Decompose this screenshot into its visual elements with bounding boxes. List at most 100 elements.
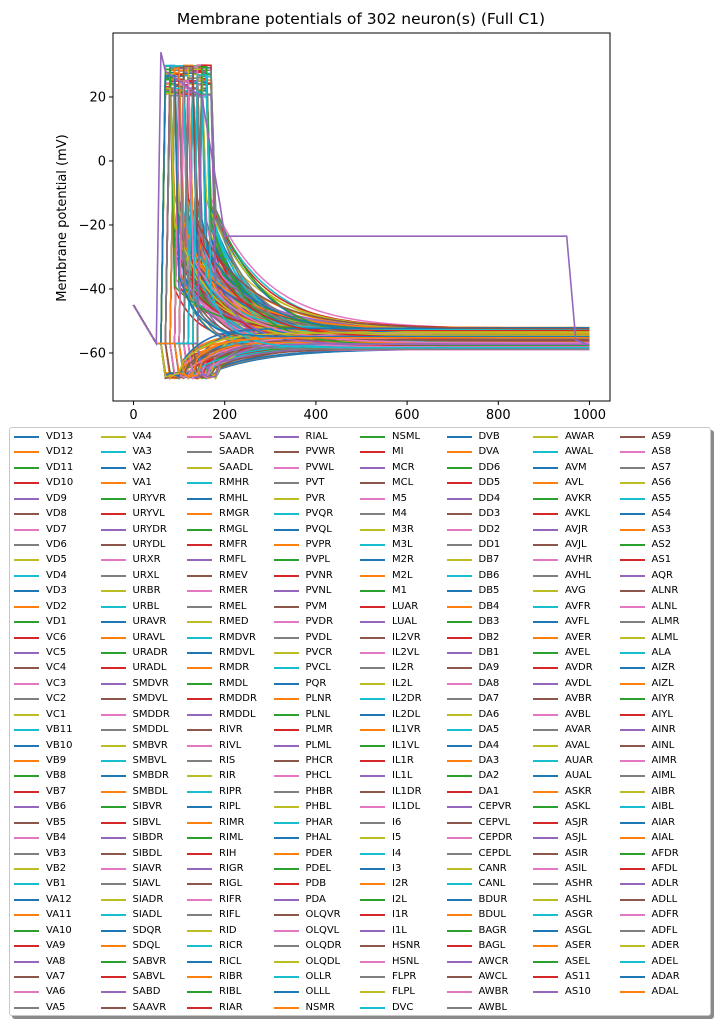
legend-label: ASHR [565, 878, 593, 890]
legend-swatch [533, 621, 558, 624]
legend-swatch [619, 497, 645, 500]
legend-swatch [14, 976, 39, 979]
legend-label: PHCR [305, 755, 333, 767]
legend-label: IL2L [392, 677, 413, 689]
legend-swatch [187, 451, 212, 454]
legend-swatch [533, 528, 558, 531]
legend-label: HSNR [392, 940, 421, 952]
legend-label: RICR [219, 940, 243, 952]
legend-label: OLQVL [305, 924, 340, 936]
legend-swatch [14, 852, 39, 855]
legend-swatch [533, 991, 558, 994]
legend-swatch [360, 760, 385, 763]
legend-label: URBL [132, 600, 160, 612]
legend-swatch [446, 837, 472, 840]
legend-label: PDER [305, 847, 333, 859]
y-axis: −60 −40 −20 0 20 [79, 91, 113, 362]
legend-swatch [100, 652, 126, 655]
legend-swatch [187, 914, 212, 917]
legend-swatch [533, 914, 558, 917]
legend-label: VB3 [46, 847, 67, 859]
legend-swatch [619, 621, 645, 624]
legend-swatch [619, 868, 645, 871]
legend-swatch [619, 544, 645, 546]
legend-label: AVBR [565, 693, 592, 705]
legend-label: IL2R [392, 662, 414, 674]
legend-label: AWAR [565, 431, 595, 442]
legend-label: ASHL [565, 893, 592, 905]
legend-swatch [273, 914, 299, 917]
legend-swatch [446, 898, 472, 901]
legend-label: PVM [305, 600, 328, 612]
legend-label: SMBDR [132, 770, 169, 782]
legend-label: AUAR [565, 755, 593, 767]
legend-label: AVHR [565, 554, 593, 566]
legend-swatch [273, 574, 299, 577]
legend-swatch [619, 976, 645, 979]
legend-label: AWCR [478, 955, 509, 967]
legend-label: VC2 [46, 693, 67, 705]
legend-swatch [14, 544, 39, 546]
trace-ainl [132, 304, 590, 377]
legend-label: M2R [392, 554, 414, 566]
legend-label: VB1 [46, 878, 67, 890]
legend-label: AIYL [651, 708, 673, 720]
legend-label: M4 [392, 508, 407, 520]
legend-swatch [14, 436, 39, 438]
legend-swatch [187, 806, 212, 809]
legend-swatch [100, 698, 126, 701]
legend-label: VD4 [46, 569, 67, 581]
legend-label: RMFL [219, 554, 246, 566]
legend-swatch [619, 513, 645, 516]
legend-label: VD11 [46, 461, 74, 473]
legend-label: AVER [565, 631, 592, 643]
trace-adfr [132, 80, 590, 345]
legend-label: ADAL [651, 986, 679, 998]
legend-label: ASJR [565, 816, 589, 828]
legend-swatch [14, 960, 39, 963]
legend-swatch [619, 436, 645, 438]
legend-swatch [273, 929, 299, 932]
legend-label: URYDR [132, 523, 167, 535]
legend-label: DD6 [478, 461, 501, 473]
legend-swatch [446, 852, 472, 855]
legend-label: RMDVL [219, 647, 255, 659]
legend-label: I2L [392, 893, 407, 905]
legend-swatch [14, 806, 39, 809]
legend-swatch [100, 559, 126, 562]
legend-label: I3 [392, 863, 402, 875]
legend-swatch [273, 1006, 299, 1009]
legend-swatch [619, 960, 645, 963]
legend-swatch [360, 790, 385, 793]
legend-swatch [360, 621, 385, 624]
legend-swatch [14, 929, 39, 932]
legend-label: ASIL [565, 863, 587, 875]
legend-label: ALNL [651, 600, 677, 612]
legend-swatch [100, 883, 126, 886]
legend-label: AIAL [651, 832, 674, 844]
legend-swatch [14, 744, 39, 747]
legend-label: ADFR [651, 909, 679, 921]
legend-label: RIS [219, 755, 236, 767]
legend-swatch [619, 760, 645, 763]
legend-label: DB4 [478, 600, 500, 612]
legend-swatch [14, 559, 39, 562]
legend-swatch [533, 436, 558, 438]
legend-swatch [273, 451, 299, 454]
legend-swatch [533, 806, 558, 809]
legend-swatch [360, 821, 385, 824]
legend-swatch [533, 667, 558, 670]
legend-label: PVCR [305, 647, 333, 659]
legend-label: ASGR [565, 909, 593, 921]
legend-swatch [533, 497, 558, 500]
legend-label: RMED [219, 616, 249, 628]
legend-label: URADL [132, 662, 167, 674]
legend-label: VB11 [46, 724, 73, 736]
legend-swatch [533, 790, 558, 793]
legend-swatch [187, 544, 212, 546]
legend-label: I4 [392, 847, 402, 859]
legend-label: DB7 [478, 554, 500, 566]
legend-label: SMDDR [132, 708, 170, 720]
legend-label: VD12 [46, 446, 74, 458]
legend-swatch [533, 466, 558, 469]
